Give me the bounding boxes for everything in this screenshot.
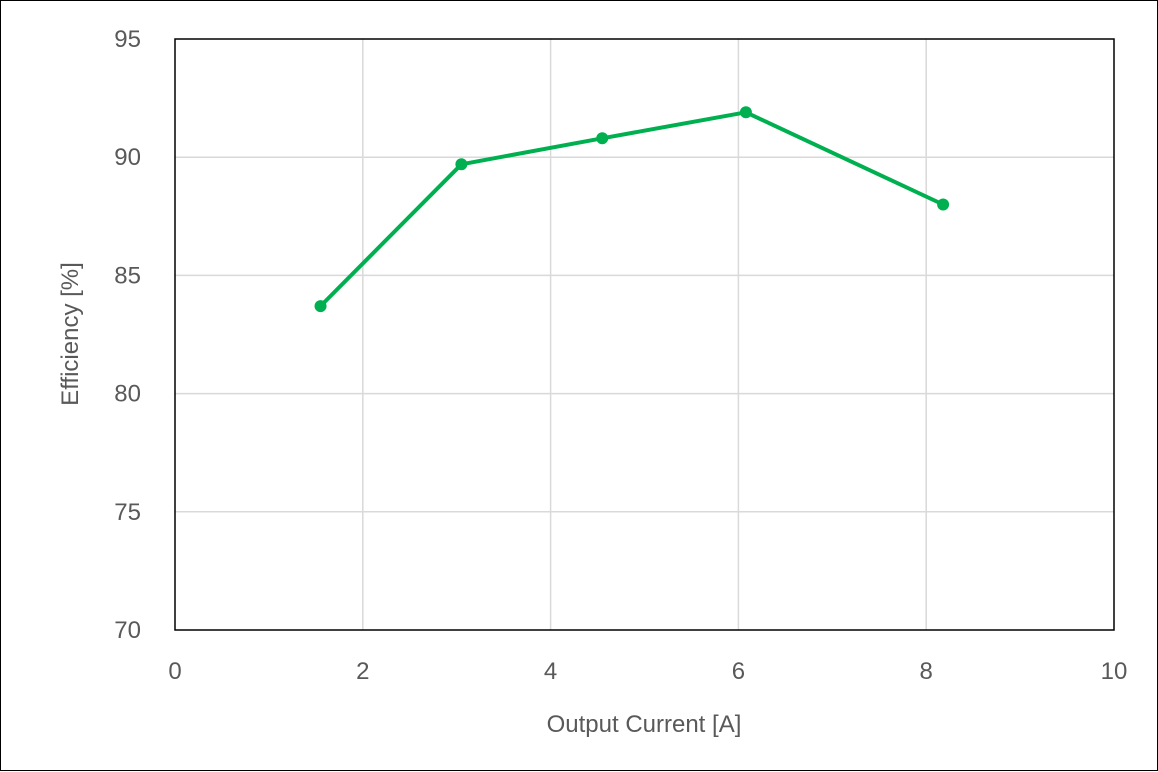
data-point [455, 158, 468, 171]
grid-lines [175, 39, 1114, 630]
y-tick-label: 90 [114, 144, 141, 171]
x-tick-label: 10 [1101, 658, 1128, 685]
y-tick-label: 70 [114, 617, 141, 644]
x-tick-label: 4 [544, 658, 557, 685]
y-tick-label: 75 [114, 499, 141, 526]
tick-labels: 0 2 4 6 8 10 70 75 80 85 90 95 [114, 26, 1127, 685]
data-point [937, 198, 950, 211]
series-group [314, 106, 950, 313]
y-axis-title: Efficiency [%] [57, 262, 84, 406]
y-tick-label: 95 [114, 26, 141, 53]
data-point [596, 132, 609, 145]
x-tick-label: 6 [732, 658, 745, 685]
x-tick-label: 8 [920, 658, 933, 685]
series-line [318, 110, 946, 309]
y-tick-label: 85 [114, 262, 141, 289]
data-point [739, 106, 752, 119]
data-point [314, 300, 327, 313]
x-axis-title: Output Current [A] [547, 711, 742, 738]
y-tick-label: 80 [114, 381, 141, 408]
plot-area-frame [174, 38, 1115, 631]
x-tick-label: 0 [168, 658, 181, 685]
x-tick-label: 2 [356, 658, 369, 685]
